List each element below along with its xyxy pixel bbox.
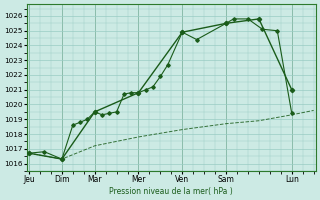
X-axis label: Pression niveau de la mer( hPa ): Pression niveau de la mer( hPa ) (109, 187, 233, 196)
